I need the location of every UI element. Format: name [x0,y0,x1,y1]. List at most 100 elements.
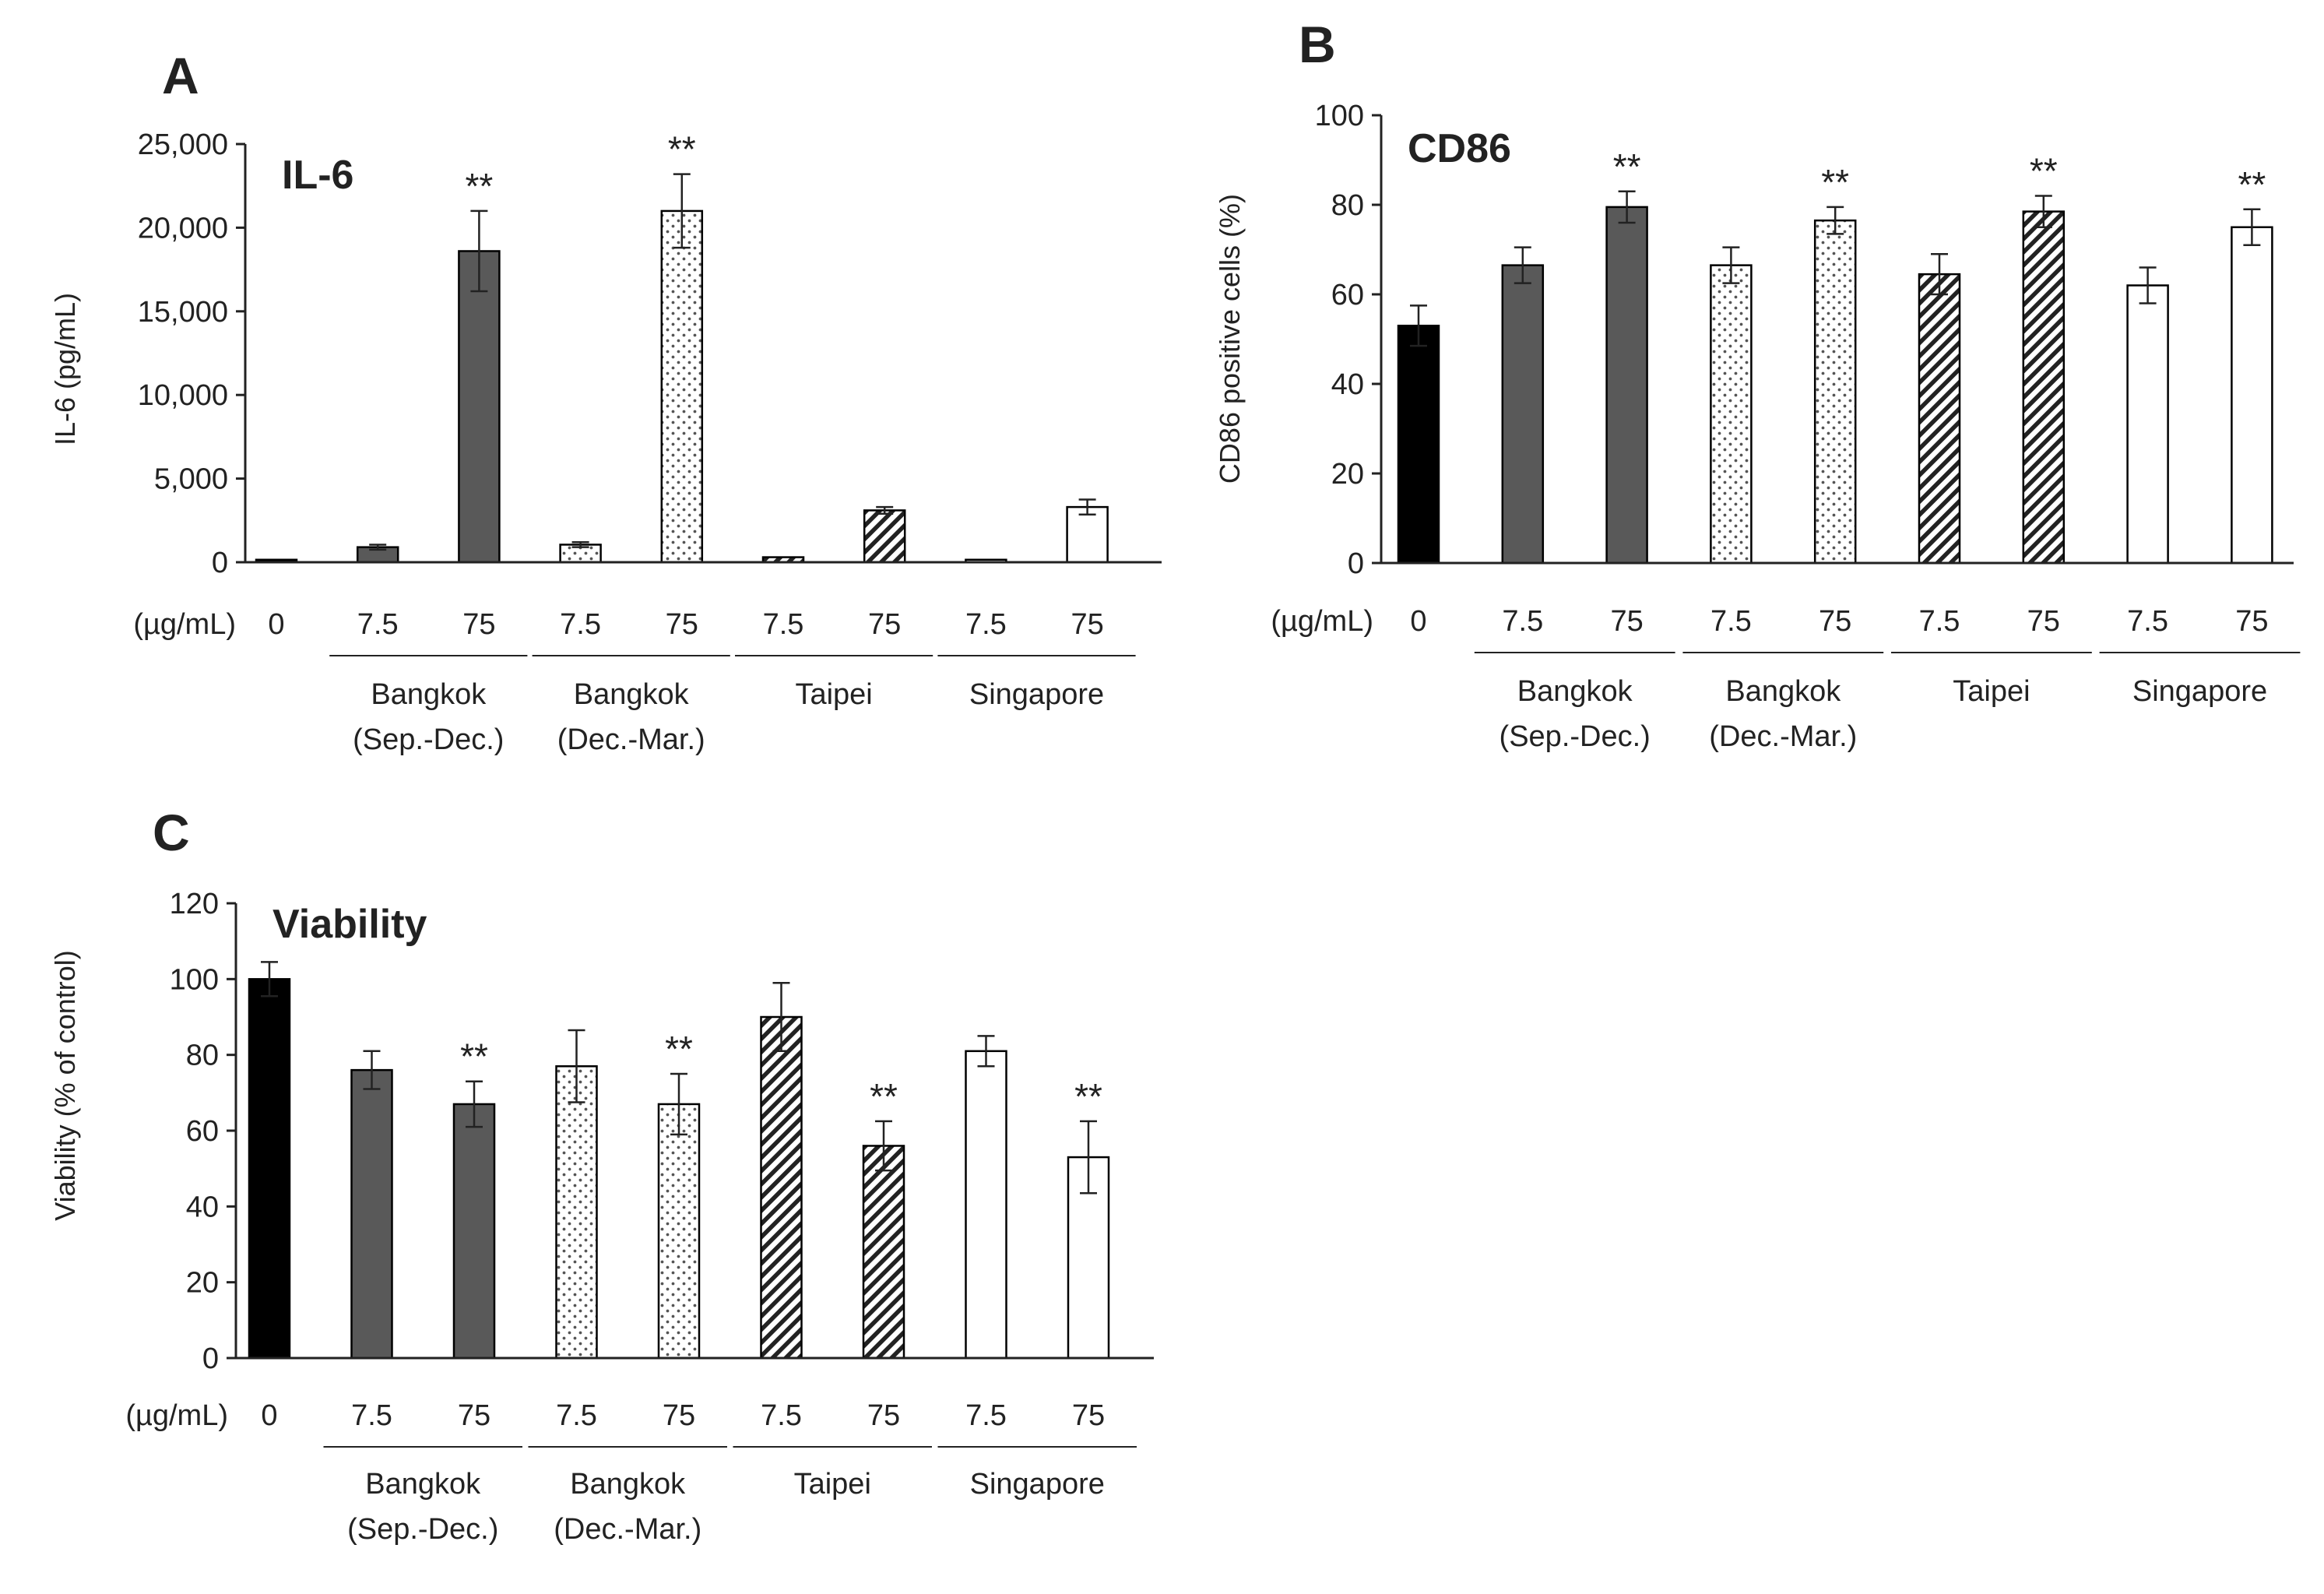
bar [1918,273,1961,565]
panel-c-y-axis-label: Viability (% of control) [49,950,81,1220]
panel-a: A IL-6 IL-6 (pg/mL) (µg/mL) 0 5,000 10,000… [49,47,1162,756]
bar [965,1050,1007,1360]
bar [863,509,906,564]
x-tick-label: 75 [2235,605,2268,638]
x-tick-label: 75 [868,608,901,641]
group-label: Singapore [969,678,1104,711]
panel-c: C Viability Viability (% of control) (µg… [49,804,1154,1546]
x-tick-label: 7.5 [560,608,601,641]
x-tick-label: 0 [1410,605,1426,638]
significance-marker: ** [1613,146,1641,187]
group-label: Bangkok [1725,675,1841,708]
panel-b-y-axis-label: CD86 positive cells (%) [1214,194,1246,484]
y-tick-label: 20 [1331,458,1364,491]
y-tick-label: 15,000 [138,296,228,329]
bar [458,250,501,564]
panel-a-y-axis-label: IL-6 (pg/mL) [49,293,81,445]
bar [555,1065,598,1360]
group-label: Bangkok [570,1468,686,1501]
significance-marker: ** [2030,151,2058,192]
significance-marker: ** [465,166,493,206]
x-tick-label: 7.5 [357,608,399,641]
group-label: (Dec.-Mar.) [557,723,705,756]
y-tick-label: 120 [170,888,219,920]
significance-marker: ** [668,129,696,170]
y-tick-label: 40 [1331,368,1364,401]
x-tick-label: 75 [666,608,698,641]
bar [1710,264,1753,565]
significance-marker: ** [2238,164,2266,205]
group-label: Taipei [1953,675,2030,708]
y-tick-label: 0 [212,547,228,579]
bar [1605,206,1648,565]
x-tick-label: 0 [268,608,284,641]
bar [452,1103,496,1360]
panel-c-unit-label: (µg/mL) [125,1399,228,1432]
group-label: Bangkok [574,678,690,711]
y-tick-label: 40 [186,1191,219,1223]
bar [350,1068,393,1360]
group-label: (Sep.-Dec.) [353,723,504,756]
x-tick-label: 7.5 [1919,605,1960,638]
group-label: (Dec.-Mar.) [1709,720,1857,753]
y-tick-label: 80 [1331,189,1364,222]
x-tick-label: 75 [1071,608,1103,641]
group-label: Bangkok [365,1468,481,1501]
bar [1813,219,1857,565]
bar [248,978,291,1360]
y-tick-label: 80 [186,1040,219,1072]
significance-marker: ** [665,1029,693,1069]
panel-c-plot: 0 20 40 60 80 100 120 0 7.5 ** 75 7.5 ** 75 7.5 ** 75 7.5… [170,888,1154,1546]
x-tick-label: 7.5 [965,1399,1007,1432]
bar [2022,210,2066,565]
x-tick-label: 75 [1819,605,1851,638]
group-label: (Dec.-Mar.) [554,1513,701,1546]
bar [657,1103,701,1360]
y-tick-label: 60 [186,1115,219,1148]
panel-b-unit-label: (µg/mL) [1271,605,1373,638]
x-tick-label: 75 [1072,1399,1105,1432]
panel-c-title: Viability [272,902,427,947]
panel-b: B CD86 CD86 positive cells (%) (µg/mL) 0… [1214,16,2301,753]
x-tick-label: 75 [462,608,495,641]
bar [2126,284,2169,565]
bar [862,1145,905,1360]
x-tick-label: 7.5 [965,608,1007,641]
bar [1397,325,1440,565]
x-tick-label: 75 [663,1399,695,1432]
y-tick-label: 60 [1331,279,1364,311]
y-tick-label: 25,000 [138,128,228,161]
y-tick-label: 20,000 [138,212,228,245]
panel-a-letter: A [162,47,199,104]
significance-marker: ** [1074,1076,1102,1117]
bar [2231,226,2273,565]
x-tick-label: 75 [867,1399,900,1432]
x-tick-label: 7.5 [1710,605,1752,638]
group-label: Singapore [970,1468,1105,1501]
y-tick-label: 100 [1315,100,1364,132]
x-tick-label: 7.5 [761,1399,802,1432]
x-tick-label: 7.5 [556,1399,597,1432]
panel-a-plot: 0 5,000 10,000 15,000 20,000 25,000 0 7.5 ** 75 7.… [138,128,1162,756]
bar [760,1015,803,1360]
panel-c-letter: C [153,804,190,861]
group-label: (Sep.-Dec.) [347,1513,498,1546]
bar [1501,264,1545,565]
significance-marker: ** [460,1036,488,1077]
group-label: Singapore [2132,675,2267,708]
y-tick-label: 10,000 [138,379,228,412]
x-tick-label: 7.5 [351,1399,392,1432]
y-tick-label: 0 [202,1342,219,1375]
panel-b-title: CD86 [1408,126,1511,171]
group-label: Taipei [794,1468,871,1501]
x-tick-label: 75 [1610,605,1643,638]
panel-a-unit-label: (µg/mL) [133,608,236,641]
y-tick-label: 0 [1348,547,1364,580]
x-tick-label: 0 [261,1399,277,1432]
x-tick-label: 75 [458,1399,490,1432]
group-label: (Sep.-Dec.) [1500,720,1651,753]
panel-b-plot: 0 20 40 60 80 100 0 7.5 ** 75 7.5 ** 75 7.5 ** 75 7.5 ** 7… [1315,100,2301,753]
significance-marker: ** [870,1076,898,1117]
x-tick-label: 7.5 [1502,605,1543,638]
